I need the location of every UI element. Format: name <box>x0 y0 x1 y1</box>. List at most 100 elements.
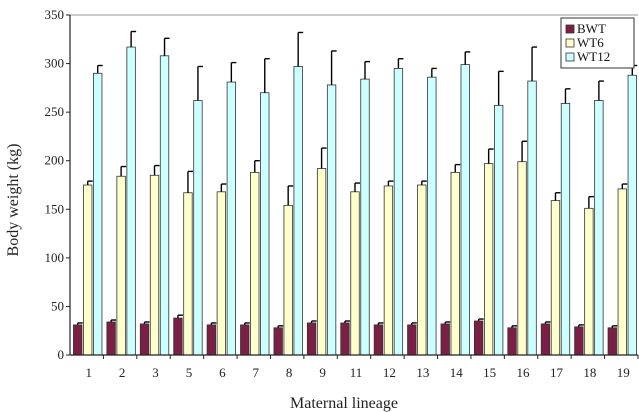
plot-area <box>70 14 638 356</box>
bar-wt6 <box>550 200 561 356</box>
bar-group <box>206 61 237 356</box>
y-axis-title: Body weight (kg) <box>5 144 22 257</box>
x-tick-label: 14 <box>450 365 464 380</box>
bar-wt12 <box>360 78 370 356</box>
bar-group <box>473 70 504 356</box>
x-tick-label: 6 <box>219 365 226 380</box>
bar-wt12 <box>594 100 604 356</box>
bar-wt12 <box>93 72 103 356</box>
bar-group <box>340 60 370 356</box>
y-tick-label: 200 <box>45 153 65 168</box>
bar-bwt <box>139 323 150 356</box>
legend-swatch <box>565 24 575 34</box>
bar-wt12 <box>493 104 504 356</box>
bar-wt12 <box>126 46 136 356</box>
bar-wt6 <box>283 204 293 356</box>
y-tick-label: 100 <box>45 250 65 265</box>
y-tick-label: 150 <box>45 201 65 216</box>
bar-group <box>574 80 604 356</box>
x-tick-label: 19 <box>617 365 630 380</box>
bar-group <box>507 46 538 356</box>
x-tick-label: 13 <box>416 365 429 380</box>
legend-label: WT12 <box>577 49 610 64</box>
bar-wt12 <box>193 100 203 356</box>
bar-bwt <box>240 324 250 356</box>
bar-wt6 <box>250 171 260 356</box>
legend-label: WT6 <box>577 35 604 50</box>
x-tick-label: 15 <box>483 365 496 380</box>
bar-wt12 <box>527 80 537 356</box>
bar-group <box>407 67 437 356</box>
bar-bwt <box>540 323 551 356</box>
bar-wt6 <box>417 184 427 356</box>
bar-bwt <box>273 327 283 356</box>
bar-wt6 <box>617 188 627 356</box>
x-tick-label: 16 <box>517 365 531 380</box>
bar-wt6 <box>316 168 327 356</box>
legend-label: BWT <box>577 21 606 36</box>
x-tick-label: 11 <box>350 365 363 380</box>
bar-bwt <box>507 327 517 356</box>
bar-group <box>540 88 571 356</box>
bar-bwt <box>407 324 417 356</box>
x-tick-label: 3 <box>152 365 159 380</box>
bar-wt6 <box>450 171 460 356</box>
bar-wt6 <box>383 185 394 356</box>
x-axis-title: Maternal lineage <box>290 395 398 412</box>
y-tick-label: 50 <box>51 298 64 313</box>
bar-wt6 <box>149 174 160 356</box>
bar-group <box>173 65 203 356</box>
bar-wt12 <box>460 64 470 356</box>
x-tick-label: 9 <box>319 365 326 380</box>
x-tick-label: 7 <box>253 365 260 380</box>
bar-wt12 <box>560 103 571 356</box>
y-tick-label: 250 <box>45 104 65 119</box>
bar-wt6 <box>116 175 126 356</box>
x-tick-label: 8 <box>286 365 293 380</box>
x-tick-label: 12 <box>383 365 396 380</box>
bar-group <box>240 58 270 356</box>
x-tick-label: 17 <box>550 365 564 380</box>
bar-group <box>73 64 103 356</box>
bar-bwt <box>73 324 83 356</box>
bar-wt6 <box>83 184 93 356</box>
bar-wt12 <box>293 66 303 356</box>
bar-group <box>306 50 337 356</box>
bar-wt12 <box>159 55 170 356</box>
bar-wt6 <box>216 191 227 356</box>
x-tick-label: 2 <box>119 365 126 380</box>
y-tick-label: 0 <box>58 347 65 362</box>
y-axis: 0 50 100 150 200 250 300 350 <box>45 7 71 362</box>
bar-wt6 <box>183 192 193 356</box>
x-tick-label: 1 <box>85 365 92 380</box>
bar-wt6 <box>584 207 594 356</box>
bar-bwt <box>173 317 183 356</box>
bar-wt12 <box>326 84 337 356</box>
bar-group <box>139 37 170 356</box>
bar-wt12 <box>226 81 237 356</box>
legend-swatch <box>565 52 575 62</box>
bar-bwt <box>607 327 617 356</box>
bar-wt6 <box>350 191 360 356</box>
bar-wt12 <box>260 92 270 356</box>
bar-bwt <box>306 322 317 356</box>
bar-bwt <box>574 326 584 356</box>
x-tick-label: 18 <box>583 365 596 380</box>
y-tick-label: 350 <box>45 7 65 22</box>
legend-swatch <box>565 38 575 48</box>
bar-group <box>440 51 471 356</box>
bar-wt12 <box>627 74 637 356</box>
bar-group <box>273 31 304 356</box>
bar-group <box>373 58 404 356</box>
bar-bwt <box>373 324 384 356</box>
bar-bwt <box>206 324 217 356</box>
bar-wt6 <box>517 161 527 356</box>
bar-group <box>106 30 137 356</box>
bar-bwt <box>473 320 484 356</box>
bar-wt12 <box>393 68 404 356</box>
x-axis: 1 2 3 5 6 7 8 9 11 12 13 14 15 16 17 18 19 <box>70 354 639 380</box>
bar-wt6 <box>483 163 494 356</box>
bar-bwt <box>340 322 350 356</box>
